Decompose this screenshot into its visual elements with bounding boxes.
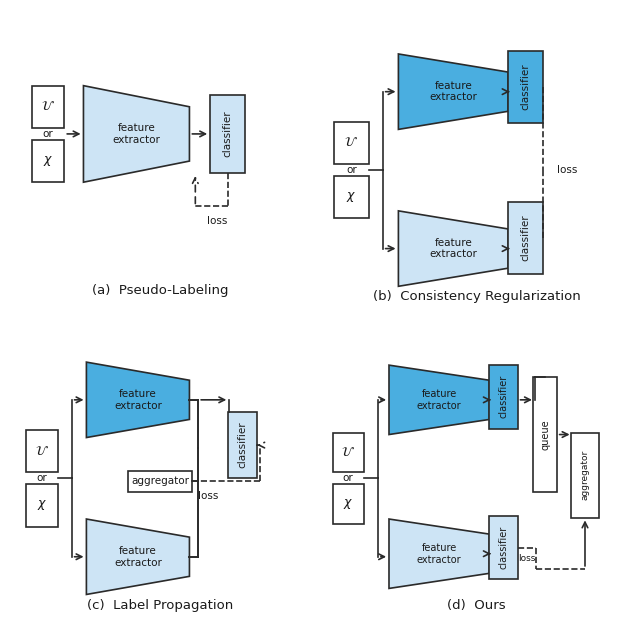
Text: classifier: classifier [237, 422, 248, 469]
Bar [490, 365, 518, 428]
Bar [228, 412, 257, 478]
Bar [571, 433, 599, 517]
Text: feature
extractor: feature extractor [429, 81, 477, 103]
Text: feature
extractor: feature extractor [113, 123, 161, 144]
Bar [334, 122, 369, 164]
Text: (d)  Ours: (d) Ours [447, 598, 506, 612]
Text: $\chi$: $\chi$ [343, 497, 353, 511]
Text: classifier: classifier [520, 64, 531, 110]
Bar [508, 202, 543, 274]
Text: classifier: classifier [520, 214, 531, 261]
Text: or: or [343, 473, 353, 483]
Text: loss: loss [198, 491, 219, 501]
Text: classifier: classifier [223, 110, 233, 157]
Bar [210, 94, 245, 173]
Polygon shape [86, 519, 189, 594]
Text: (a)  Pseudo-Labeling: (a) Pseudo-Labeling [92, 284, 228, 297]
Bar [32, 140, 65, 182]
Text: classifier: classifier [499, 526, 508, 569]
Text: loss: loss [207, 216, 228, 227]
Text: feature
extractor: feature extractor [114, 389, 162, 411]
Polygon shape [86, 362, 189, 438]
Polygon shape [389, 519, 490, 589]
Text: feature
extractor: feature extractor [417, 389, 461, 411]
Text: aggregator: aggregator [580, 450, 589, 500]
Text: or: or [43, 129, 54, 139]
Text: feature
extractor: feature extractor [417, 543, 461, 564]
Polygon shape [389, 365, 490, 435]
Text: (c)  Label Propagation: (c) Label Propagation [87, 598, 233, 612]
Text: $\mathcal{U}$: $\mathcal{U}$ [341, 446, 355, 459]
Text: queue: queue [540, 419, 550, 450]
Text: feature
extractor: feature extractor [429, 238, 477, 259]
Text: or: or [346, 165, 356, 175]
Text: loss: loss [557, 165, 577, 175]
Text: $\mathcal{U}$: $\mathcal{U}$ [41, 100, 55, 113]
Text: loss: loss [518, 554, 536, 563]
Bar [508, 51, 543, 123]
Bar [333, 484, 364, 524]
Text: classifier: classifier [499, 375, 508, 419]
Bar [334, 176, 369, 218]
Text: (b)  Consistency Regularization: (b) Consistency Regularization [373, 290, 580, 304]
Bar [333, 433, 364, 473]
Text: $\chi$: $\chi$ [37, 498, 47, 512]
Text: feature
extractor: feature extractor [114, 546, 162, 568]
Text: $\chi$: $\chi$ [43, 154, 53, 168]
Bar [26, 484, 58, 526]
Text: $\mathcal{U}$: $\mathcal{U}$ [344, 137, 358, 150]
Polygon shape [83, 85, 189, 182]
Bar [127, 471, 193, 492]
Polygon shape [398, 54, 508, 130]
Bar [490, 516, 518, 579]
Text: $\chi$: $\chi$ [346, 190, 356, 204]
Text: or: or [37, 473, 47, 483]
Bar [26, 430, 58, 473]
Polygon shape [398, 211, 508, 286]
Text: $\mathcal{U}$: $\mathcal{U}$ [35, 445, 49, 458]
Bar [32, 85, 65, 128]
Text: aggregator: aggregator [131, 476, 189, 486]
Bar [533, 377, 557, 492]
